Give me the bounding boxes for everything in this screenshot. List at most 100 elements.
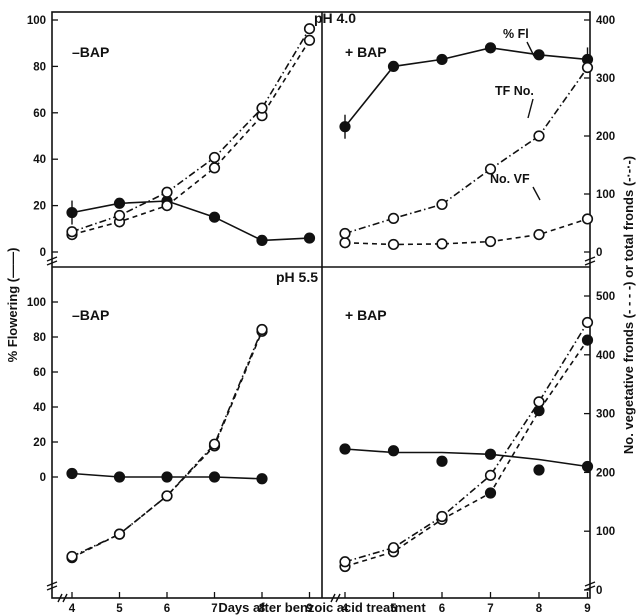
point-percent_flowering-ph55-plus-bap-day-9 xyxy=(581,460,594,473)
ph-label-bottom: pH 5.5 xyxy=(276,269,318,285)
right-axis-break-top xyxy=(584,256,596,266)
right-tick-label-top-100: 100 xyxy=(596,189,615,201)
point-percent_flowering-ph4-minus-bap-day-7 xyxy=(208,211,221,223)
x-axis-break-left-stroke-0 xyxy=(57,593,63,603)
series-line-total_fronds-ph4-minus-bap xyxy=(71,28,311,233)
left-axis-break-bottom xyxy=(46,581,58,591)
series-line-percent_flowering-ph4-plus-bap xyxy=(344,46,588,128)
point-total_fronds-ph55-plus-bap-day-6 xyxy=(436,510,448,523)
panel-label-ph4-plus-bap: + BAP xyxy=(345,44,387,60)
x-tick-label-right-6: 6 xyxy=(439,603,445,615)
right-tick-label-bottom-200: 200 xyxy=(596,467,615,479)
right-tick-label-top-200: 200 xyxy=(596,131,615,143)
point-percent_flowering-ph55-minus-bap-day-8 xyxy=(256,473,268,485)
point-total_fronds-ph4-plus-bap-day-7 xyxy=(484,163,497,175)
point-vegetative_fronds-ph55-plus-bap-day-7 xyxy=(484,487,497,499)
point-vegetative_fronds-ph4-minus-bap-day-6 xyxy=(161,200,173,212)
x-tick-label-right-7: 7 xyxy=(487,603,493,615)
point-total_fronds-ph55-plus-bap-day-9 xyxy=(581,316,594,329)
x-axis-break-right-stroke-1 xyxy=(335,593,341,603)
x-axis-break-right xyxy=(330,593,341,603)
point-percent_flowering-ph55-plus-bap-day-7 xyxy=(484,448,497,460)
right-axis-title: No. vegetative fronds (- - - -) or total… xyxy=(621,156,636,454)
point-percent_flowering-ph55-minus-bap-day-7 xyxy=(208,471,221,483)
point-total_fronds-ph4-minus-bap-day-7 xyxy=(208,151,221,164)
figure-frame xyxy=(51,11,591,599)
point-percent_flowering-ph55-minus-bap-day-5 xyxy=(113,471,126,483)
x-tick-label-right-8: 8 xyxy=(536,603,543,615)
right-axis-break-top-stroke-0 xyxy=(584,256,596,262)
point-vegetative_fronds-ph4-plus-bap-day-4 xyxy=(339,237,351,249)
x-axis-title: Days after benzoic acid treatment xyxy=(218,600,426,615)
left-tick-label-top-40: 40 xyxy=(33,154,46,166)
x-tick-label-right-4: 4 xyxy=(342,603,349,615)
right-tick-label-bottom-300: 300 xyxy=(596,409,615,421)
right-axis-break-bottom-stroke-1 xyxy=(584,585,596,591)
point-vegetative_fronds-ph4-plus-bap-day-9 xyxy=(581,213,594,225)
right-tick-label-top-400: 400 xyxy=(596,15,615,27)
point-percent_flowering-ph55-plus-bap-day-5 xyxy=(387,445,400,457)
x-tick-label-left-9: 9 xyxy=(306,603,312,615)
point-total_fronds-ph55-plus-bap-day-4 xyxy=(339,556,351,568)
point-percent_flowering-ph55-minus-bap-day-4 xyxy=(66,467,78,480)
point-vegetative_fronds-ph4-plus-bap-day-5 xyxy=(387,238,400,251)
left-axis-break-top-stroke-1 xyxy=(46,260,58,266)
point-percent_flowering-ph55-plus-bap-day-8 xyxy=(533,464,545,476)
panel-frames xyxy=(46,11,596,603)
point-total_fronds-ph55-minus-bap-day-6 xyxy=(161,490,173,502)
point-vegetative_fronds-ph4-plus-bap-day-8 xyxy=(533,229,545,241)
point-percent_flowering-ph4-minus-bap-day-8 xyxy=(256,234,268,246)
x-tick-label-left-4: 4 xyxy=(69,603,76,615)
point-total_fronds-ph4-minus-bap-day-5 xyxy=(113,209,126,222)
series-line-percent_flowering-ph55-plus-bap xyxy=(344,448,588,468)
panel-label-ph55-plus-bap: + BAP xyxy=(345,307,387,323)
point-percent_flowering-ph55-minus-bap-day-6 xyxy=(161,471,173,483)
left-tick-label-bottom-80: 80 xyxy=(33,332,46,344)
right-tick-label-bottom-400: 400 xyxy=(596,350,615,362)
annotation-arrow-percent-flowering xyxy=(526,41,535,57)
x-tick-label-right-9: 9 xyxy=(584,603,590,615)
annotation-total-fronds: TF No. xyxy=(495,84,534,98)
point-percent_flowering-ph4-plus-bap-day-6 xyxy=(436,53,448,66)
point-total_fronds-ph55-minus-bap-day-4 xyxy=(66,550,78,563)
left-axis-break-top xyxy=(46,256,58,266)
point-percent_flowering-ph4-minus-bap-day-9 xyxy=(303,232,316,244)
left-axis-break-top-stroke-0 xyxy=(46,256,58,262)
point-vegetative_fronds-ph55-plus-bap-day-9 xyxy=(581,334,594,346)
chart-marks xyxy=(66,23,594,573)
series-line-total_fronds-ph55-plus-bap xyxy=(344,322,589,563)
x-tick-label-left-6: 6 xyxy=(164,603,170,615)
right-tick-label-bottom-100: 100 xyxy=(596,526,615,538)
point-vegetative_fronds-ph4-plus-bap-day-7 xyxy=(484,235,497,248)
series-line-total_fronds-ph4-plus-bap xyxy=(344,67,589,235)
point-percent_flowering-ph4-minus-bap-day-5 xyxy=(113,197,126,209)
panel-label-ph4-minus-bap: –BAP xyxy=(72,44,109,60)
x-axis-break-left-stroke-1 xyxy=(62,593,68,603)
right-axis-break-top-stroke-1 xyxy=(584,260,596,266)
left-tick-label-bottom-20: 20 xyxy=(33,437,46,449)
left-tick-label-top-0: 0 xyxy=(40,247,46,259)
point-percent_flowering-ph4-plus-bap-day-7 xyxy=(484,42,497,54)
left-tick-label-top-100: 100 xyxy=(27,15,46,27)
annotation-vegetative-fronds: No. VF xyxy=(490,172,530,186)
left-tick-label-bottom-40: 40 xyxy=(33,402,46,414)
right-tick-label-bottom-0: 0 xyxy=(596,585,602,597)
point-total_fronds-ph55-minus-bap-day-7 xyxy=(208,438,221,450)
point-total_fronds-ph4-plus-bap-day-6 xyxy=(436,198,448,211)
x-tick-label-right-5: 5 xyxy=(390,603,397,615)
point-vegetative_fronds-ph4-minus-bap-day-9 xyxy=(303,34,316,46)
chart-labels: 0 20 40 60 80 100 0 20 40 60 80 100 0 100 200 300 400 0 10… xyxy=(5,10,636,615)
point-total_fronds-ph55-minus-bap-day-5 xyxy=(113,528,126,540)
ph-label-top: pH 4.0 xyxy=(314,10,356,26)
point-total_fronds-ph55-plus-bap-day-7 xyxy=(484,469,497,481)
annotation-arrow-total-fronds xyxy=(527,98,534,119)
series-line-percent_flowering-ph4-minus-bap xyxy=(71,200,310,242)
right-tick-label-top-300: 300 xyxy=(596,73,615,85)
point-percent_flowering-ph4-plus-bap-day-5 xyxy=(387,60,400,73)
point-total_fronds-ph4-plus-bap-day-8 xyxy=(533,130,545,142)
left-axis-break-bottom-stroke-1 xyxy=(46,585,58,591)
point-total_fronds-ph55-plus-bap-day-5 xyxy=(387,542,400,554)
right-axis-break-bottom xyxy=(584,581,596,591)
point-total_fronds-ph55-minus-bap-day-8 xyxy=(256,323,268,336)
